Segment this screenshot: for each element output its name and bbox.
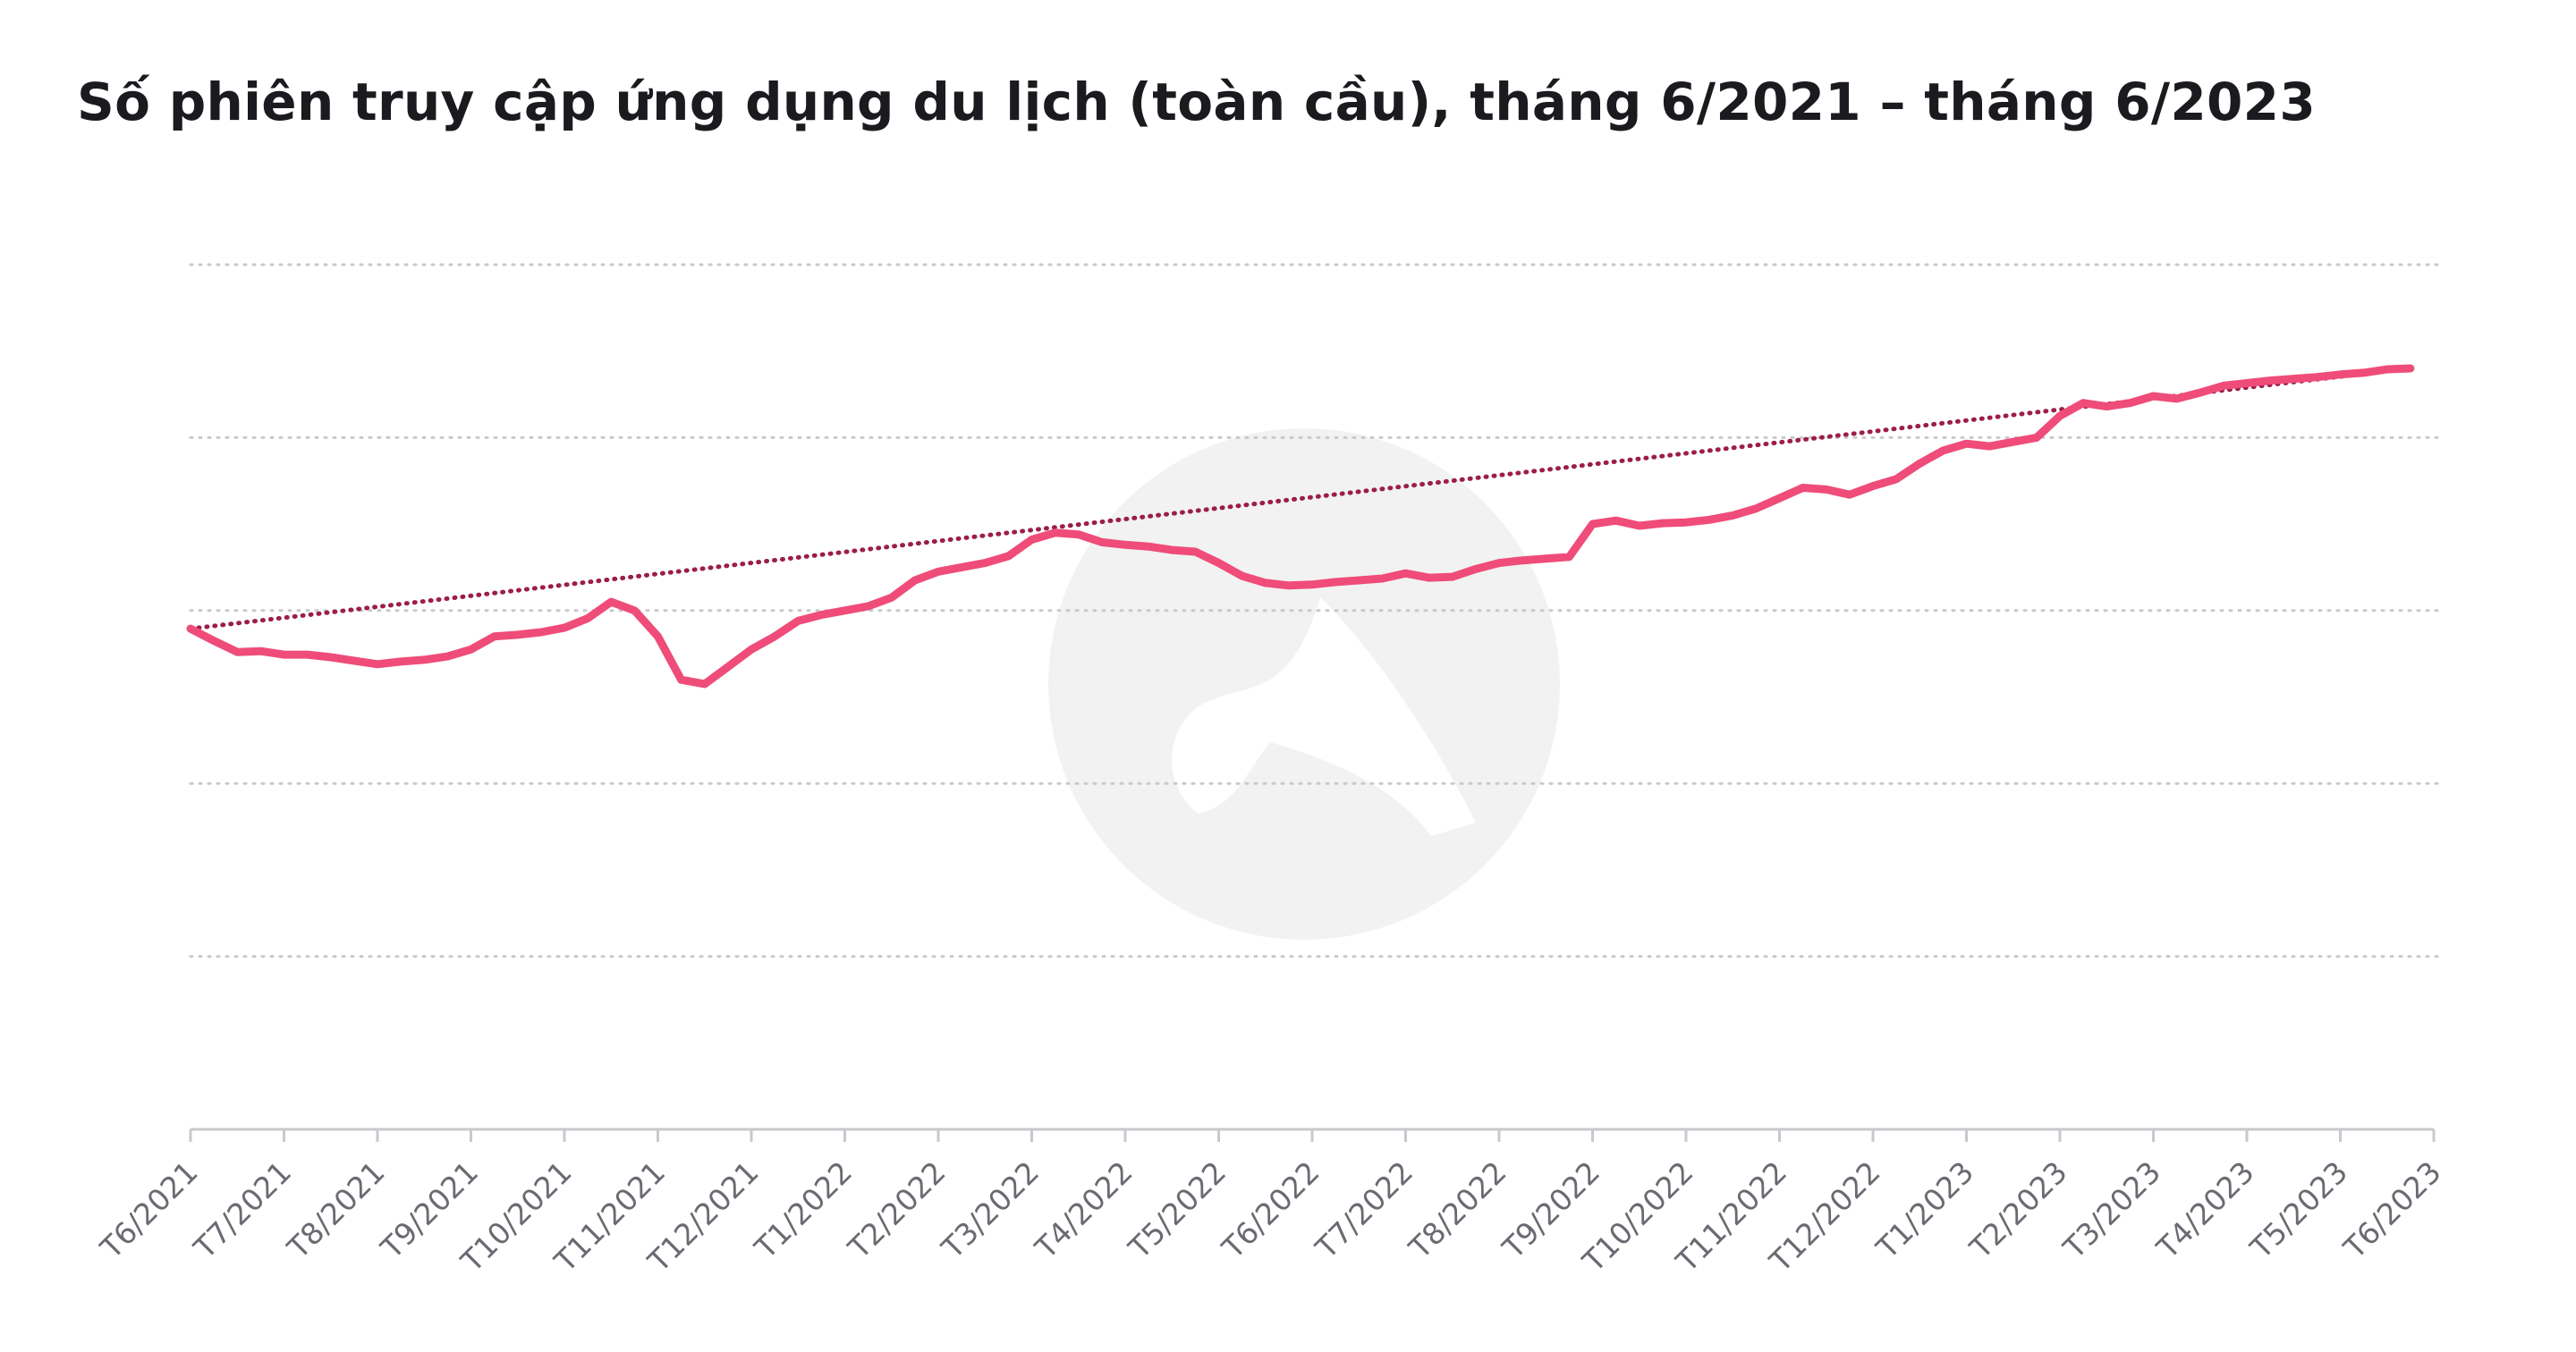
x-tick-label: T1/2022 bbox=[748, 1154, 860, 1266]
x-tick-label: T5/2023 bbox=[2243, 1154, 2355, 1266]
series-line bbox=[186, 364, 2415, 689]
x-tick-label: T4/2022 bbox=[1028, 1154, 1140, 1266]
series-layer bbox=[186, 364, 2415, 689]
watermark-logo bbox=[1048, 428, 1560, 940]
chart-title: Số phiên truy cập ứng dụng du lịch (toàn… bbox=[77, 72, 2316, 132]
x-tick-label: T3/2022 bbox=[935, 1154, 1046, 1266]
x-tick-label: T2/2023 bbox=[1962, 1154, 2074, 1266]
x-tick-label: T8/2022 bbox=[1402, 1154, 1513, 1266]
x-tick-label: T7/2021 bbox=[187, 1154, 299, 1266]
x-tick-label: T4/2023 bbox=[2149, 1154, 2261, 1266]
x-tick-label: T1/2023 bbox=[1869, 1154, 1981, 1266]
x-tick-label: T3/2023 bbox=[2056, 1154, 2168, 1266]
x-tick-label: T6/2021 bbox=[93, 1154, 205, 1266]
trend-line bbox=[188, 366, 2413, 631]
x-tick-label: T2/2022 bbox=[841, 1154, 953, 1266]
grid-lines bbox=[189, 263, 2439, 959]
x-tick-label: T6/2022 bbox=[1215, 1154, 1326, 1266]
x-tick-label: T5/2022 bbox=[1122, 1154, 1233, 1266]
x-axis bbox=[189, 1128, 2436, 1142]
x-tick-label: T6/2023 bbox=[2336, 1154, 2448, 1266]
watermark-glyph bbox=[1172, 597, 1476, 836]
x-tick-label: T7/2022 bbox=[1309, 1154, 1420, 1266]
x-tick-label: T8/2021 bbox=[280, 1154, 392, 1266]
x-tick-labels: T6/2021T7/2021T8/2021T9/2021T10/2021T11/… bbox=[93, 1154, 2448, 1279]
